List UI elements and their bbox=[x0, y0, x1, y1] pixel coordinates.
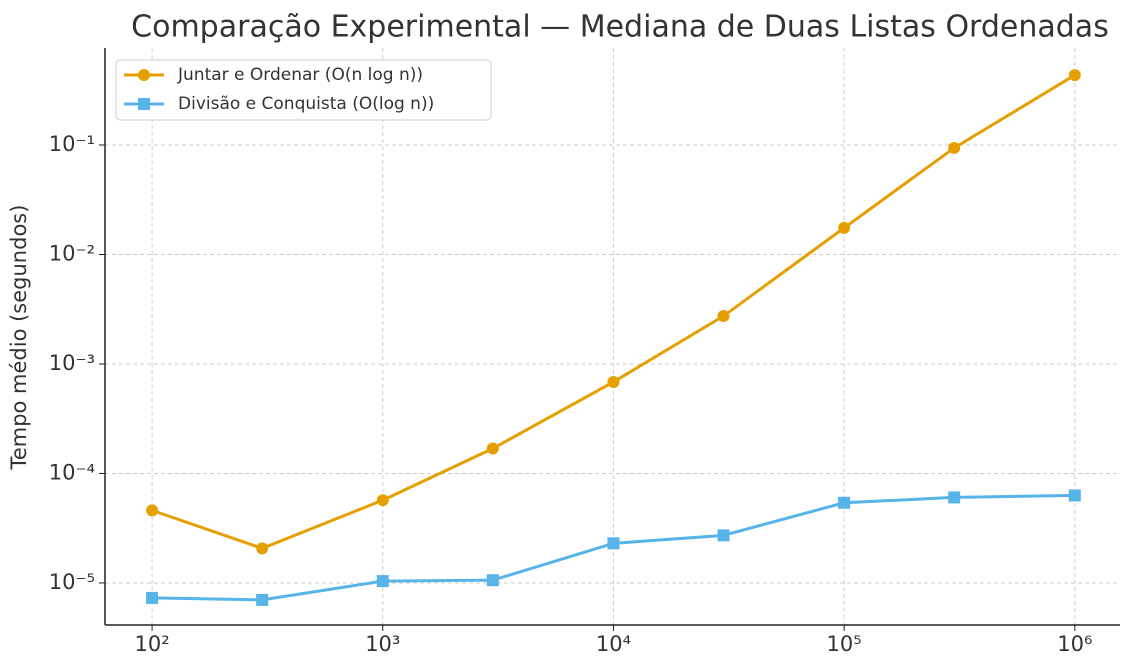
legend-marker bbox=[138, 98, 150, 110]
x-tick-label: 10² bbox=[135, 632, 170, 656]
data-point bbox=[717, 310, 730, 323]
legend-marker bbox=[138, 69, 150, 81]
data-point bbox=[948, 141, 961, 154]
y-tick-label: 10⁻¹ bbox=[49, 132, 95, 156]
legend-label: Juntar e Ordenar (O(n log n)) bbox=[177, 65, 423, 85]
y-axis-label: Tempo médio (segundos) bbox=[7, 205, 31, 471]
x-tick-label: 10³ bbox=[365, 632, 400, 656]
legend-label: Divisão e Conquista (O(log n)) bbox=[178, 94, 434, 114]
data-point bbox=[607, 537, 620, 550]
y-tick-label: 10⁻⁴ bbox=[49, 460, 95, 484]
data-point bbox=[146, 591, 159, 604]
data-point bbox=[607, 375, 620, 388]
y-tick-label: 10⁻³ bbox=[49, 351, 95, 375]
data-point bbox=[1068, 69, 1081, 82]
x-tick-label: 10⁵ bbox=[827, 632, 862, 656]
x-tick-label: 10⁴ bbox=[596, 632, 631, 656]
y-tick-label: 10⁻² bbox=[49, 241, 95, 265]
data-point bbox=[838, 496, 851, 509]
data-point bbox=[1068, 489, 1081, 502]
data-point bbox=[948, 491, 961, 504]
data-point bbox=[146, 504, 159, 517]
data-point bbox=[256, 593, 269, 606]
data-point bbox=[376, 494, 389, 507]
data-point bbox=[376, 575, 389, 588]
chart-title: Comparação Experimental — Mediana de Dua… bbox=[131, 10, 1109, 45]
data-point bbox=[486, 442, 499, 455]
data-point bbox=[717, 529, 730, 542]
x-tick-label: 10⁶ bbox=[1057, 632, 1092, 656]
data-point bbox=[486, 574, 499, 587]
y-tick-label: 10⁻⁵ bbox=[49, 570, 95, 594]
legend-box bbox=[115, 59, 492, 121]
data-point bbox=[838, 221, 851, 234]
data-point bbox=[256, 542, 269, 555]
